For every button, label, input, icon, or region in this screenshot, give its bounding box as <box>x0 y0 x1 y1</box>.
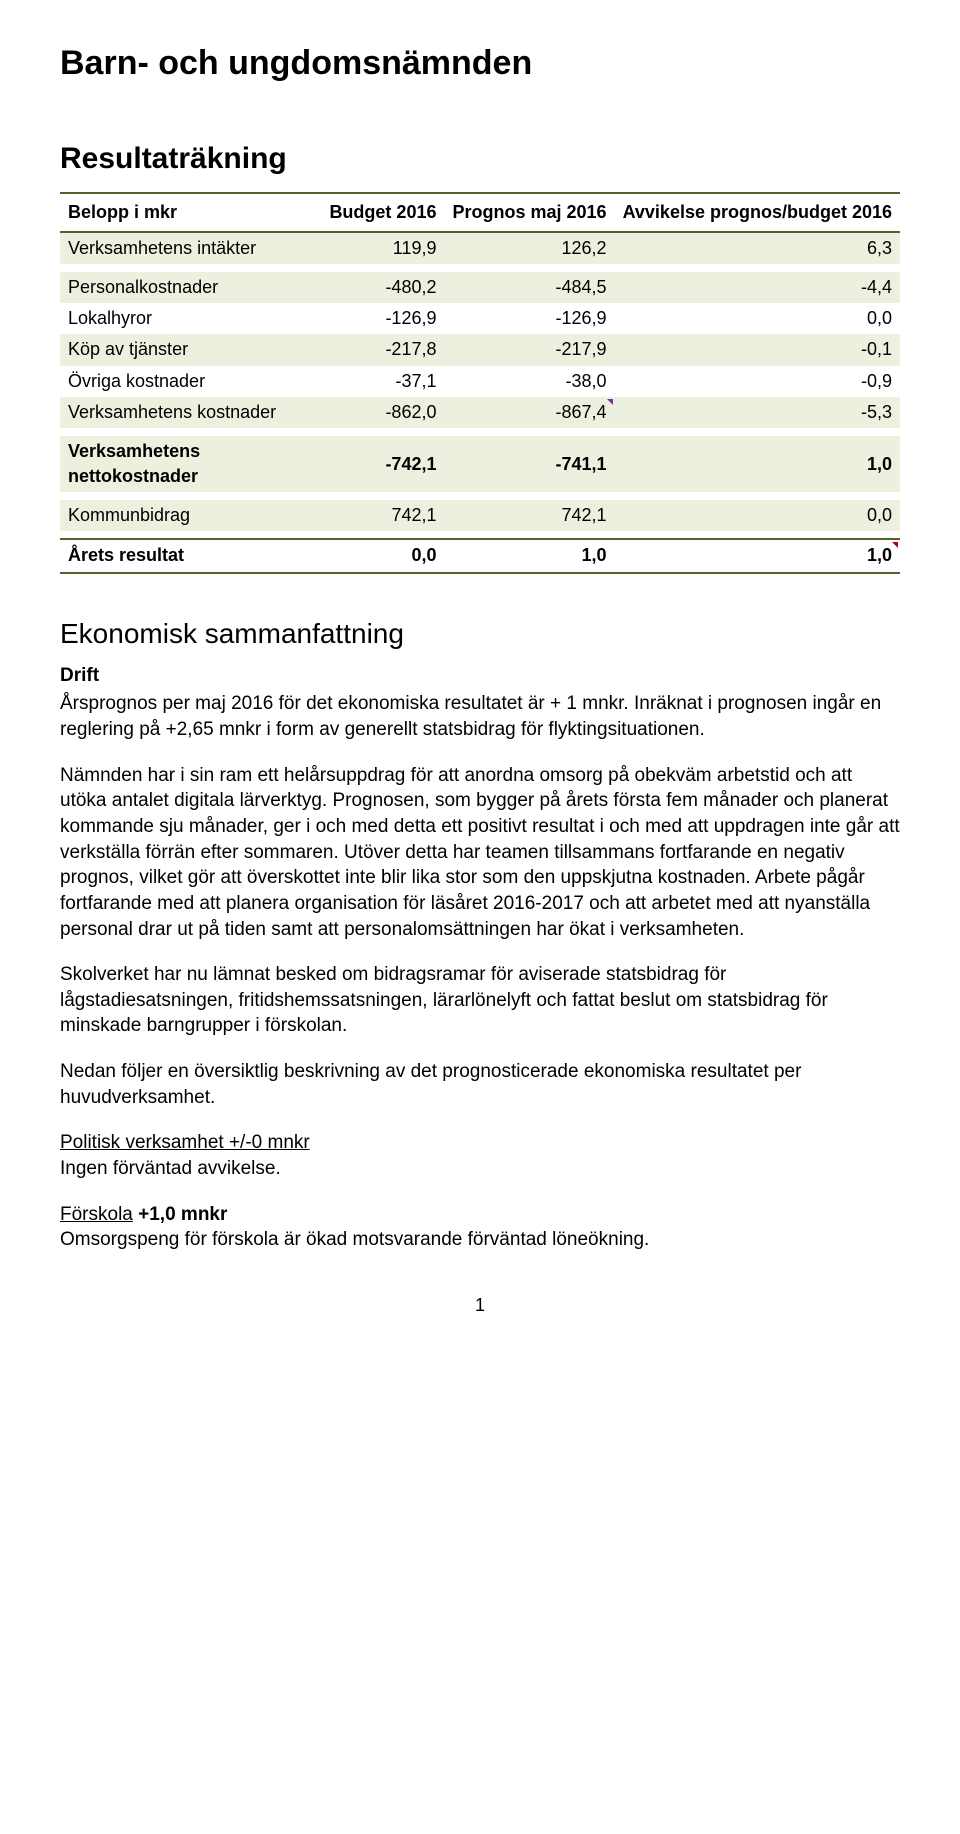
table-row: Övriga kostnader-37,1-38,0-0,9 <box>60 366 900 397</box>
cell: 119,9 <box>311 232 445 264</box>
cell: -867,4 <box>444 397 614 428</box>
table-row: Verksamhetens kostnader-862,0-867,4-5,3 <box>60 397 900 428</box>
forskola-body: Omsorgspeng för förskola är ökad motsvar… <box>60 1229 649 1250</box>
cell: 126,2 <box>444 232 614 264</box>
cell: 0,0 <box>615 303 900 334</box>
cell: -741,1 <box>444 436 614 492</box>
cell: -4,4 <box>615 272 900 303</box>
politisk-block: Politisk verksamhet +/-0 mnkr Ingen förv… <box>60 1130 900 1181</box>
row-label: Övriga kostnader <box>60 366 311 397</box>
politisk-body: Ingen förväntad avvikelse. <box>60 1158 281 1179</box>
table-row: Köp av tjänster-217,8-217,9-0,1 <box>60 334 900 365</box>
row-label: Personalkostnader <box>60 272 311 303</box>
row-label: Årets resultat <box>60 539 311 572</box>
cell: -480,2 <box>311 272 445 303</box>
col-prognos: Prognos maj 2016 <box>444 193 614 232</box>
cell: -484,5 <box>444 272 614 303</box>
table-row: Verksamhetensnettokostnader-742,1-741,11… <box>60 436 900 492</box>
row-label: Verksamhetensnettokostnader <box>60 436 311 492</box>
cell: -0,9 <box>615 366 900 397</box>
table-row: Lokalhyror-126,9-126,90,0 <box>60 303 900 334</box>
cell: 0,0 <box>615 500 900 531</box>
table-row: Verksamhetens intäkter119,9126,26,3 <box>60 232 900 264</box>
table-row <box>60 492 900 500</box>
row-label: Köp av tjänster <box>60 334 311 365</box>
table-header-row: Belopp i mkr Budget 2016 Prognos maj 201… <box>60 193 900 232</box>
page-title: Barn- och ungdomsnämnden <box>60 40 900 88</box>
cell: -862,0 <box>311 397 445 428</box>
row-label: Verksamhetens intäkter <box>60 232 311 264</box>
col-label: Belopp i mkr <box>60 193 311 232</box>
forskola-head-u: Förskola <box>60 1204 133 1225</box>
cell: 0,0 <box>311 539 445 572</box>
cell: -5,3 <box>615 397 900 428</box>
paragraph: Nämnden har i sin ram ett helårsuppdrag … <box>60 763 900 942</box>
cell: -126,9 <box>311 303 445 334</box>
table-row <box>60 264 900 272</box>
forskola-block: Förskola +1,0 mnkr Omsorgspeng för försk… <box>60 1202 900 1253</box>
cell: -126,9 <box>444 303 614 334</box>
cell: -217,8 <box>311 334 445 365</box>
table-row: Årets resultat0,01,01,0 <box>60 539 900 572</box>
table-row: Kommunbidrag742,1742,10,0 <box>60 500 900 531</box>
politisk-head: Politisk verksamhet +/-0 mnkr <box>60 1132 310 1153</box>
forskola-head-rest: +1,0 mnkr <box>133 1204 228 1225</box>
cell: -742,1 <box>311 436 445 492</box>
drift-heading: Drift <box>60 663 900 690</box>
cell: 1,0 <box>615 539 900 572</box>
cell: -38,0 <box>444 366 614 397</box>
section-ekonomisk: Ekonomisk sammanfattning <box>60 614 900 653</box>
cell: 1,0 <box>444 539 614 572</box>
page-number: 1 <box>60 1293 900 1318</box>
cell: -217,9 <box>444 334 614 365</box>
row-label: Kommunbidrag <box>60 500 311 531</box>
paragraph: Nedan följer en översiktlig beskrivning … <box>60 1059 900 1110</box>
paragraph: Årsprognos per maj 2016 för det ekonomis… <box>60 691 900 742</box>
row-label: Verksamhetens kostnader <box>60 397 311 428</box>
row-label: Lokalhyror <box>60 303 311 334</box>
cell: 742,1 <box>311 500 445 531</box>
table-row <box>60 428 900 436</box>
cell: -37,1 <box>311 366 445 397</box>
section-resultatrakning: Resultaträkning <box>60 138 900 180</box>
paragraph: Skolverket har nu lämnat besked om bidra… <box>60 962 900 1039</box>
table-row <box>60 531 900 539</box>
table-row: Personalkostnader-480,2-484,5-4,4 <box>60 272 900 303</box>
cell: 6,3 <box>615 232 900 264</box>
cell: 1,0 <box>615 436 900 492</box>
col-avvikelse: Avvikelse prognos/budget 2016 <box>615 193 900 232</box>
cell: -0,1 <box>615 334 900 365</box>
financial-table: Belopp i mkr Budget 2016 Prognos maj 201… <box>60 192 900 574</box>
cell: 742,1 <box>444 500 614 531</box>
col-budget: Budget 2016 <box>311 193 445 232</box>
